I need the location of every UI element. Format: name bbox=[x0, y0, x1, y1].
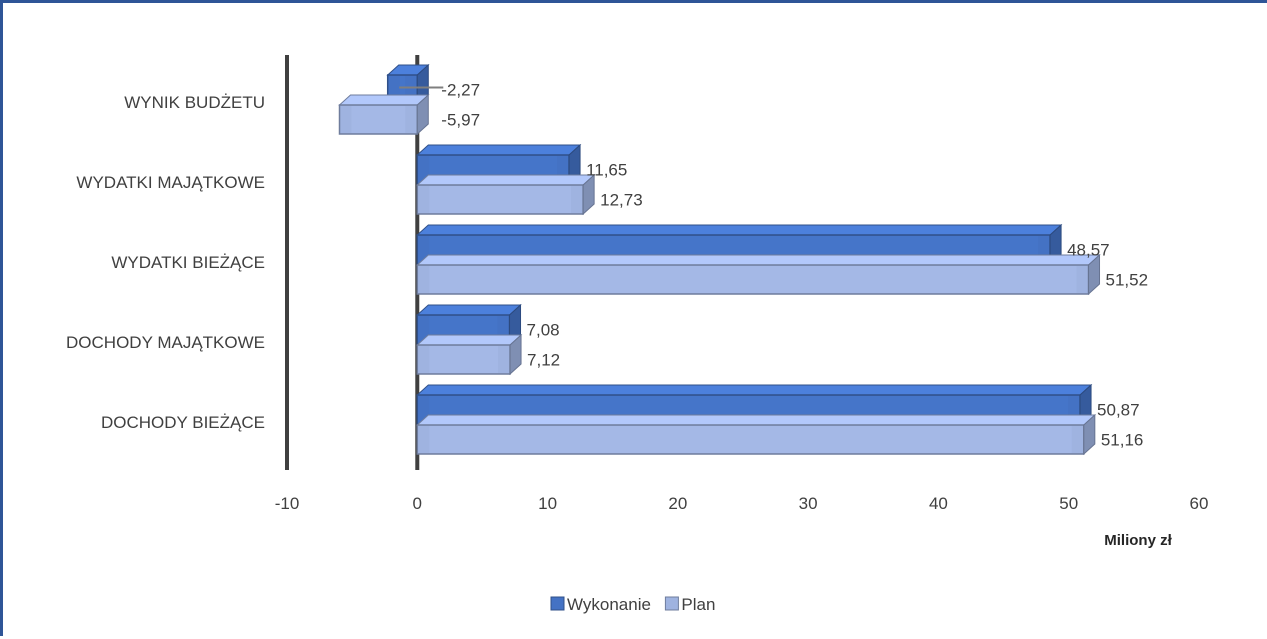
data-label: 12,73 bbox=[600, 191, 643, 210]
tick-labels: -10 0 10 20 30 40 50 60 bbox=[275, 494, 1209, 513]
bar-highlight bbox=[399, 76, 406, 103]
x-tick-label: 60 bbox=[1190, 494, 1209, 513]
x-tick-label: 50 bbox=[1059, 494, 1078, 513]
data-label: -5,97 bbox=[441, 111, 480, 130]
x-tick-label: 10 bbox=[538, 494, 557, 513]
data-label: 11,65 bbox=[586, 161, 627, 180]
data-label: 50,87 bbox=[1097, 401, 1140, 420]
bar-side-face bbox=[582, 173, 595, 216]
bar-top-face bbox=[415, 384, 1093, 396]
bar-top-face bbox=[415, 224, 1063, 236]
x-tick-label: 40 bbox=[929, 494, 948, 513]
bar-side-face bbox=[568, 143, 581, 186]
bar-highlight bbox=[429, 426, 1072, 453]
bar-top-face bbox=[415, 254, 1101, 266]
bar-plan bbox=[415, 413, 1097, 456]
bar-top-face bbox=[415, 304, 522, 316]
bar-top-face bbox=[415, 144, 582, 156]
legend-item-plan: Plan bbox=[664, 595, 715, 614]
bar-side-face bbox=[509, 303, 522, 346]
data-labels: -2,27 -5,97 11,65 12,73 48,57 51,52 7,08 7,12 50… bbox=[399, 81, 1148, 450]
bar-side-face bbox=[509, 333, 522, 376]
bar-top-face bbox=[338, 94, 430, 106]
bar-plan bbox=[338, 93, 430, 136]
bar-top-face bbox=[415, 174, 596, 186]
category-label: WYNIK BUDŻETU bbox=[124, 93, 265, 112]
bar-chart: WYNIK BUDŻETU WYDATKI MAJĄTKOWE WYDATKI BI… bbox=[66, 55, 1209, 614]
bar-side-face bbox=[1083, 413, 1096, 456]
data-label: 51,52 bbox=[1106, 271, 1149, 290]
legend-item-wykonanie: Wykonanie bbox=[550, 595, 651, 614]
bar-highlight bbox=[429, 346, 499, 373]
data-label: 48,57 bbox=[1067, 241, 1110, 260]
x-tick-label: 30 bbox=[799, 494, 818, 513]
category-labels: WYNIK BUDŻETU WYDATKI MAJĄTKOWE WYDATKI BI… bbox=[66, 93, 265, 432]
legend-swatch bbox=[664, 596, 679, 611]
bar-side-face bbox=[1079, 383, 1092, 426]
legend: Wykonanie Plan bbox=[550, 595, 715, 614]
bar-plan bbox=[415, 173, 596, 216]
data-label: 7,12 bbox=[527, 351, 560, 370]
x-tick-label: 20 bbox=[668, 494, 687, 513]
category-label: DOCHODY MAJĄTKOWE bbox=[66, 333, 265, 352]
bar-plan bbox=[415, 253, 1101, 296]
data-label: 51,16 bbox=[1101, 431, 1144, 450]
bar-side-face bbox=[1088, 253, 1101, 296]
bar-highlight bbox=[429, 186, 572, 213]
x-tick-label: -10 bbox=[275, 494, 300, 513]
legend-label: Plan bbox=[681, 595, 715, 614]
bar-plan bbox=[415, 333, 523, 376]
category-label: WYDATKI MAJĄTKOWE bbox=[76, 173, 265, 192]
category-label: DOCHODY BIEŻĄCE bbox=[101, 413, 265, 432]
data-label: 7,08 bbox=[527, 321, 560, 340]
bar-top-face bbox=[415, 334, 523, 346]
category-label: WYDATKI BIEŻĄCE bbox=[111, 253, 265, 272]
bars bbox=[338, 63, 1101, 456]
bar-highlight bbox=[351, 106, 406, 133]
bar-side-face bbox=[416, 93, 429, 136]
x-axis-title: Miliony zł bbox=[1104, 532, 1172, 549]
bar-top-face bbox=[415, 414, 1097, 426]
data-label: -2,27 bbox=[441, 81, 480, 100]
legend-swatch bbox=[550, 596, 565, 611]
x-tick-label: 0 bbox=[413, 494, 422, 513]
bar-highlight bbox=[429, 266, 1077, 293]
legend-label: Wykonanie bbox=[567, 595, 651, 614]
bar-side-face bbox=[1049, 223, 1062, 266]
bar-side-face bbox=[416, 63, 429, 106]
